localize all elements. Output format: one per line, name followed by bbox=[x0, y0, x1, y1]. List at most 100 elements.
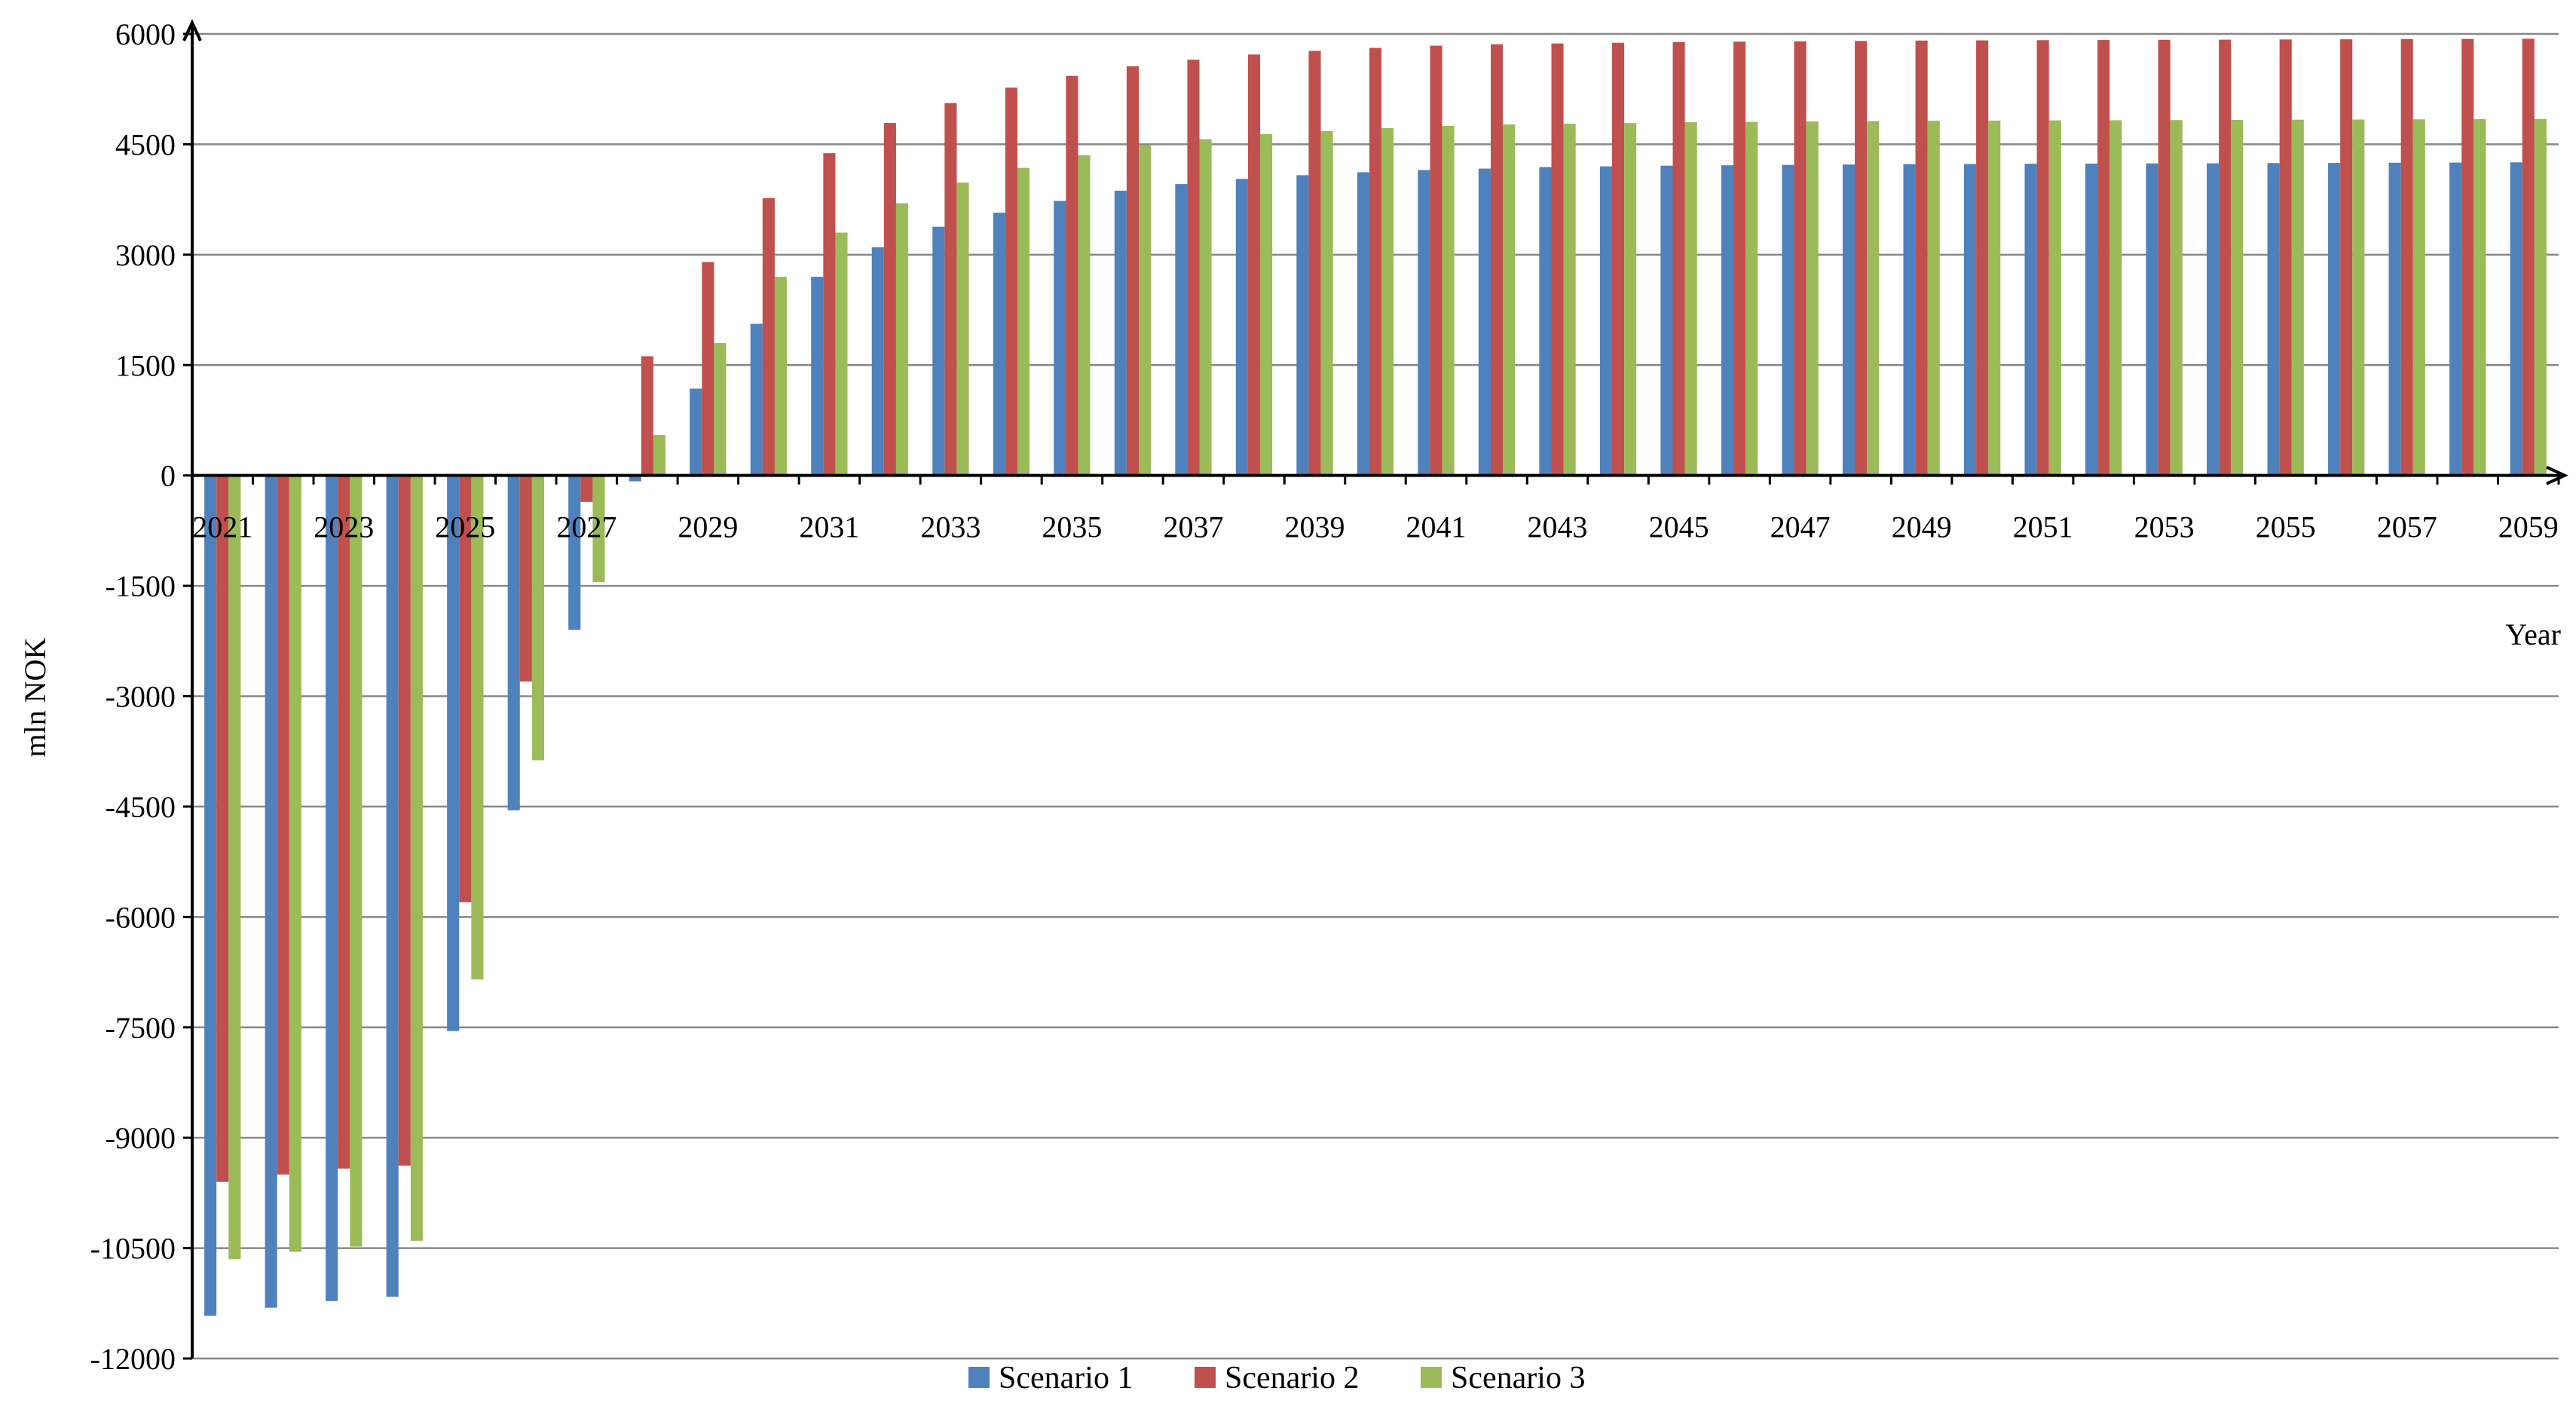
bar-scenario-1-2022 bbox=[265, 475, 277, 1308]
bar-scenario-1-2046 bbox=[1721, 165, 1734, 476]
bars bbox=[204, 38, 2547, 1316]
gridlines bbox=[192, 32, 2559, 1360]
bar-scenario-1-2027 bbox=[568, 475, 581, 630]
bar-scenario-1-2040 bbox=[1357, 172, 1369, 476]
bar-scenario-1-2048 bbox=[1842, 164, 1856, 476]
bar-scenario-1-2049 bbox=[1903, 164, 1916, 476]
bar-scenario-1-2031 bbox=[811, 277, 824, 476]
bar-scenario-3-2044 bbox=[1624, 123, 1637, 476]
bar-scenario-1-2036 bbox=[1114, 190, 1127, 476]
bar-scenario-2-2047 bbox=[1794, 41, 1807, 476]
bar-scenario-2-2055 bbox=[2279, 39, 2292, 476]
x-tick-label: 2029 bbox=[678, 510, 738, 544]
bar-scenario-3-2048 bbox=[1867, 121, 1880, 476]
x-tick-label: 2049 bbox=[1892, 510, 1952, 544]
bar-scenario-1-2056 bbox=[2328, 163, 2341, 476]
bar-scenario-1-2035 bbox=[1054, 201, 1066, 476]
y-tick-label: 4500 bbox=[115, 127, 176, 161]
y-tick-label: 1500 bbox=[115, 348, 176, 382]
bar-scenario-1-2026 bbox=[507, 475, 520, 810]
bar-scenario-1-2044 bbox=[1599, 166, 1612, 476]
bar-scenario-3-2039 bbox=[1320, 130, 1333, 476]
y-tick-label: -12000 bbox=[90, 1342, 176, 1376]
bar-scenario-3-2038 bbox=[1260, 133, 1273, 476]
bar-scenario-2-2052 bbox=[2097, 40, 2110, 476]
y-tick-label: -9000 bbox=[106, 1121, 176, 1155]
bar-scenario-1-2032 bbox=[871, 247, 884, 476]
x-tick-label: 2045 bbox=[1649, 510, 1709, 544]
bar-scenario-3-2021 bbox=[228, 475, 241, 1260]
x-tick-label: 2041 bbox=[1406, 510, 1467, 544]
bar-scenario-2-2045 bbox=[1672, 41, 1685, 476]
bar-scenario-3-2037 bbox=[1199, 139, 1212, 476]
bar-scenario-2-2054 bbox=[2219, 39, 2232, 476]
bar-scenario-3-2033 bbox=[956, 182, 969, 476]
bar-scenario-1-2050 bbox=[1963, 164, 1977, 476]
bar-scenario-1-2039 bbox=[1296, 175, 1309, 476]
bar-scenario-1-2028 bbox=[629, 475, 641, 482]
x-tick-label: 2025 bbox=[435, 510, 495, 544]
x-tick-label: 2021 bbox=[192, 510, 252, 544]
bar-scenario-3-2054 bbox=[2231, 120, 2244, 476]
x-tick-label: 2055 bbox=[2256, 510, 2316, 544]
x-tick-labels: 2021 2023 2025 2027 2029 2031 2033 2035 2037 2039… bbox=[192, 510, 2558, 544]
bar-scenario-2-2025 bbox=[459, 475, 472, 902]
x-tick-label: 2059 bbox=[2498, 510, 2559, 544]
bar-scenario-1-2052 bbox=[2085, 164, 2098, 476]
y-tick-label: -1500 bbox=[106, 569, 176, 603]
bar-scenario-3-2028 bbox=[653, 434, 665, 476]
x-tick-label: 2053 bbox=[2134, 510, 2195, 544]
bar-scenario-2-2051 bbox=[2036, 40, 2049, 476]
bar-scenario-3-2042 bbox=[1503, 124, 1516, 476]
bar-scenario-2-2039 bbox=[1308, 51, 1321, 476]
legend-label: Scenario 2 bbox=[1225, 1361, 1359, 1395]
bar-scenario-1-2054 bbox=[2207, 163, 2220, 476]
bar-scenario-3-2052 bbox=[2109, 120, 2122, 476]
bar-scenario-3-2053 bbox=[2170, 120, 2183, 476]
bar-scenario-3-2058 bbox=[2474, 119, 2486, 476]
bar-scenario-1-2042 bbox=[1478, 168, 1491, 476]
bar-scenario-3-2047 bbox=[1806, 121, 1819, 476]
bar-scenario-3-2056 bbox=[2352, 119, 2365, 476]
bar-scenario-2-2024 bbox=[398, 475, 411, 1166]
bar-scenario-1-2047 bbox=[1782, 164, 1794, 476]
bar-scenario-3-2030 bbox=[774, 277, 788, 476]
bar-scenario-3-2029 bbox=[714, 342, 727, 476]
bar-scenario-1-2033 bbox=[932, 226, 945, 476]
bar-scenario-1-2025 bbox=[447, 475, 460, 1031]
bar-scenario-1-2045 bbox=[1660, 165, 1673, 476]
legend-label: Scenario 1 bbox=[999, 1361, 1133, 1395]
bar-scenario-3-2024 bbox=[410, 475, 423, 1241]
bar-scenario-1-2037 bbox=[1175, 184, 1188, 476]
x-tick-label: 2039 bbox=[1284, 510, 1345, 544]
bar-scenario-1-2024 bbox=[386, 475, 399, 1297]
y-tick-label: -3000 bbox=[106, 680, 176, 714]
bar-scenario-1-2023 bbox=[326, 475, 338, 1301]
bar-scenario-2-2031 bbox=[823, 153, 836, 476]
bar-scenario-2-2044 bbox=[1612, 42, 1625, 476]
x-tick-label: 2033 bbox=[920, 510, 981, 544]
bar-scenario-3-2026 bbox=[531, 475, 544, 761]
bar-scenario-3-2051 bbox=[2048, 120, 2061, 476]
bar-scenario-3-2041 bbox=[1442, 126, 1455, 476]
bar-scenario-1-2059 bbox=[2510, 162, 2522, 476]
bar-scenario-2-2058 bbox=[2461, 38, 2474, 476]
bar-scenario-3-2059 bbox=[2534, 118, 2547, 476]
bar-scenario-3-2040 bbox=[1381, 127, 1394, 476]
x-tick-label: 2027 bbox=[556, 510, 616, 544]
y-tick-label: -7500 bbox=[106, 1011, 176, 1045]
bar-scenario-2-2059 bbox=[2522, 38, 2535, 476]
x-tick-label: 2035 bbox=[1042, 510, 1102, 544]
y-tick-label: -4500 bbox=[106, 790, 176, 824]
legend-swatch-scenario-1 bbox=[968, 1367, 990, 1388]
bar-scenario-1-2058 bbox=[2449, 162, 2462, 476]
bar-scenario-2-2032 bbox=[883, 123, 896, 476]
bar-scenario-3-2034 bbox=[1017, 167, 1030, 476]
bar-scenario-2-2033 bbox=[944, 103, 957, 476]
bar-scenario-2-2037 bbox=[1187, 60, 1200, 476]
bar-scenario-2-2022 bbox=[277, 475, 289, 1175]
legend-swatch-scenario-2 bbox=[1195, 1367, 1216, 1388]
bar-scenario-1-2041 bbox=[1418, 170, 1430, 476]
bar-scenario-3-2022 bbox=[289, 475, 301, 1252]
